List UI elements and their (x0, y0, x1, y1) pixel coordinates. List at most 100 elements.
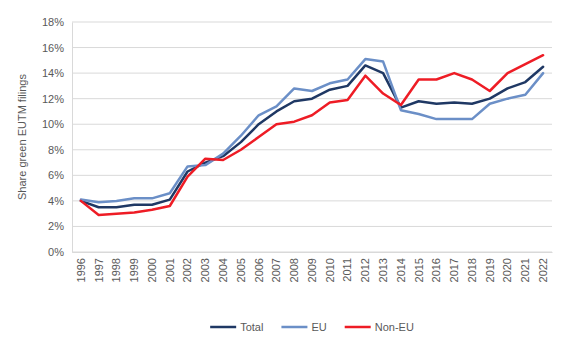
x-tick: 2019 (484, 252, 496, 282)
x-tick: 2005 (235, 252, 247, 282)
x-tick-label: 2006 (253, 258, 265, 282)
y-tick-label: 6% (48, 169, 64, 181)
y-tick: 12% (42, 93, 72, 105)
y-tick-label: 16% (42, 42, 64, 54)
legend-label: Non-EU (375, 321, 414, 333)
x-tick-label: 2002 (181, 258, 193, 282)
legend-swatch (345, 326, 371, 329)
x-tick: 2009 (306, 252, 318, 282)
y-tick: 0% (48, 246, 72, 258)
x-tick-label: 1998 (110, 258, 122, 282)
x-tick: 2013 (377, 252, 389, 282)
x-tick-label: 2017 (448, 258, 460, 282)
y-tick-label: 18% (42, 16, 64, 28)
x-tick: 2014 (395, 252, 407, 282)
x-tick: 2003 (199, 252, 211, 282)
y-tick-label: 4% (48, 195, 64, 207)
x-tick: 2020 (501, 252, 513, 282)
x-tick: 2017 (448, 252, 460, 282)
x-tick-label: 2013 (377, 258, 389, 282)
x-axis: 1996 1997 1998 1999 2000 2001 2002 2003 2004 2005… (73, 252, 553, 282)
y-tick: 6% (48, 169, 72, 181)
x-tick-label: 2022 (537, 258, 549, 282)
x-tick-label: 2019 (484, 258, 496, 282)
x-tick: 2010 (324, 252, 336, 282)
x-tick: 2002 (181, 252, 193, 282)
x-tick-label: 2004 (217, 258, 229, 282)
y-tick-label: 2% (48, 220, 64, 232)
legend-swatch (281, 326, 307, 329)
x-tick: 2001 (164, 252, 176, 282)
grid-line (72, 200, 552, 201)
y-axis-line (72, 23, 73, 253)
x-tick: 2018 (466, 252, 478, 282)
x-tick-label: 2015 (413, 258, 425, 282)
legend: Total EU Non-EU (210, 321, 414, 333)
y-tick: 10% (42, 118, 72, 130)
x-tick-label: 1999 (128, 258, 140, 282)
x-tick: 2022 (537, 252, 549, 282)
series-line (81, 65, 543, 207)
y-tick: 14% (42, 67, 72, 79)
y-tick: 4% (48, 195, 72, 207)
y-tick-label: 10% (42, 118, 64, 130)
x-tick: 2004 (217, 252, 229, 282)
x-tick-label: 2008 (288, 258, 300, 282)
x-tick-label: 2007 (270, 258, 282, 282)
grid-line (72, 73, 552, 74)
x-tick-label: 2005 (235, 258, 247, 282)
grid-line (72, 47, 552, 48)
x-tick: 2011 (341, 252, 353, 282)
legend-item: Total (210, 321, 263, 333)
legend-item: EU (281, 321, 326, 333)
x-tick: 2006 (253, 252, 265, 282)
y-axis: 0% 2% 4% 6% 8% 10% 12% 14% 16% 18% (42, 16, 73, 258)
grid-line (72, 175, 552, 176)
x-tick-label: 2011 (341, 258, 353, 282)
x-tick-label: 2021 (519, 258, 531, 282)
x-tick-label: 2016 (430, 258, 442, 282)
chart: 0%2%4%6%8%10%12%14%16%18%199619971998199… (0, 0, 588, 351)
series-line (81, 55, 543, 215)
grid-line (72, 149, 552, 150)
x-tick: 2015 (413, 252, 425, 282)
y-tick: 16% (42, 42, 72, 54)
y-axis-title: Share green EUTM filings (16, 74, 28, 200)
x-tick: 1998 (110, 252, 122, 282)
x-tick-label: 2003 (199, 258, 211, 282)
y-tick: 8% (48, 144, 72, 156)
y-tick-label: 12% (42, 93, 64, 105)
x-tick-label: 2018 (466, 258, 478, 282)
x-tick-label: 2010 (324, 258, 336, 282)
x-tick-label: 2009 (306, 258, 318, 282)
x-tick: 2000 (146, 252, 158, 282)
x-tick-label: 2014 (395, 258, 407, 282)
x-tick: 1996 (75, 252, 87, 282)
x-tick: 2012 (359, 252, 371, 282)
x-tick: 1997 (93, 252, 105, 282)
x-tick: 2021 (519, 252, 531, 282)
y-tick: 2% (48, 220, 72, 232)
y-tick-label: 0% (48, 246, 64, 258)
plot-area (81, 55, 543, 215)
grid (72, 22, 552, 252)
x-tick: 2008 (288, 252, 300, 282)
x-tick-label: 2012 (359, 258, 371, 282)
y-tick-label: 8% (48, 144, 64, 156)
y-tick: 18% (42, 16, 72, 28)
legend-label: Total (240, 321, 263, 333)
grid-line (72, 226, 552, 227)
x-axis-line (73, 252, 553, 253)
x-tick-label: 2020 (501, 258, 513, 282)
x-tick-label: 2000 (146, 258, 158, 282)
legend-swatch (210, 326, 236, 329)
x-tick-label: 1997 (93, 258, 105, 282)
grid-line (72, 124, 552, 125)
legend-item: Non-EU (345, 321, 414, 333)
x-tick: 1999 (128, 252, 140, 282)
x-tick-label: 1996 (75, 258, 87, 282)
legend-label: EU (311, 321, 326, 333)
x-tick: 2016 (430, 252, 442, 282)
grid-line (72, 252, 552, 253)
y-tick-label: 14% (42, 67, 64, 79)
